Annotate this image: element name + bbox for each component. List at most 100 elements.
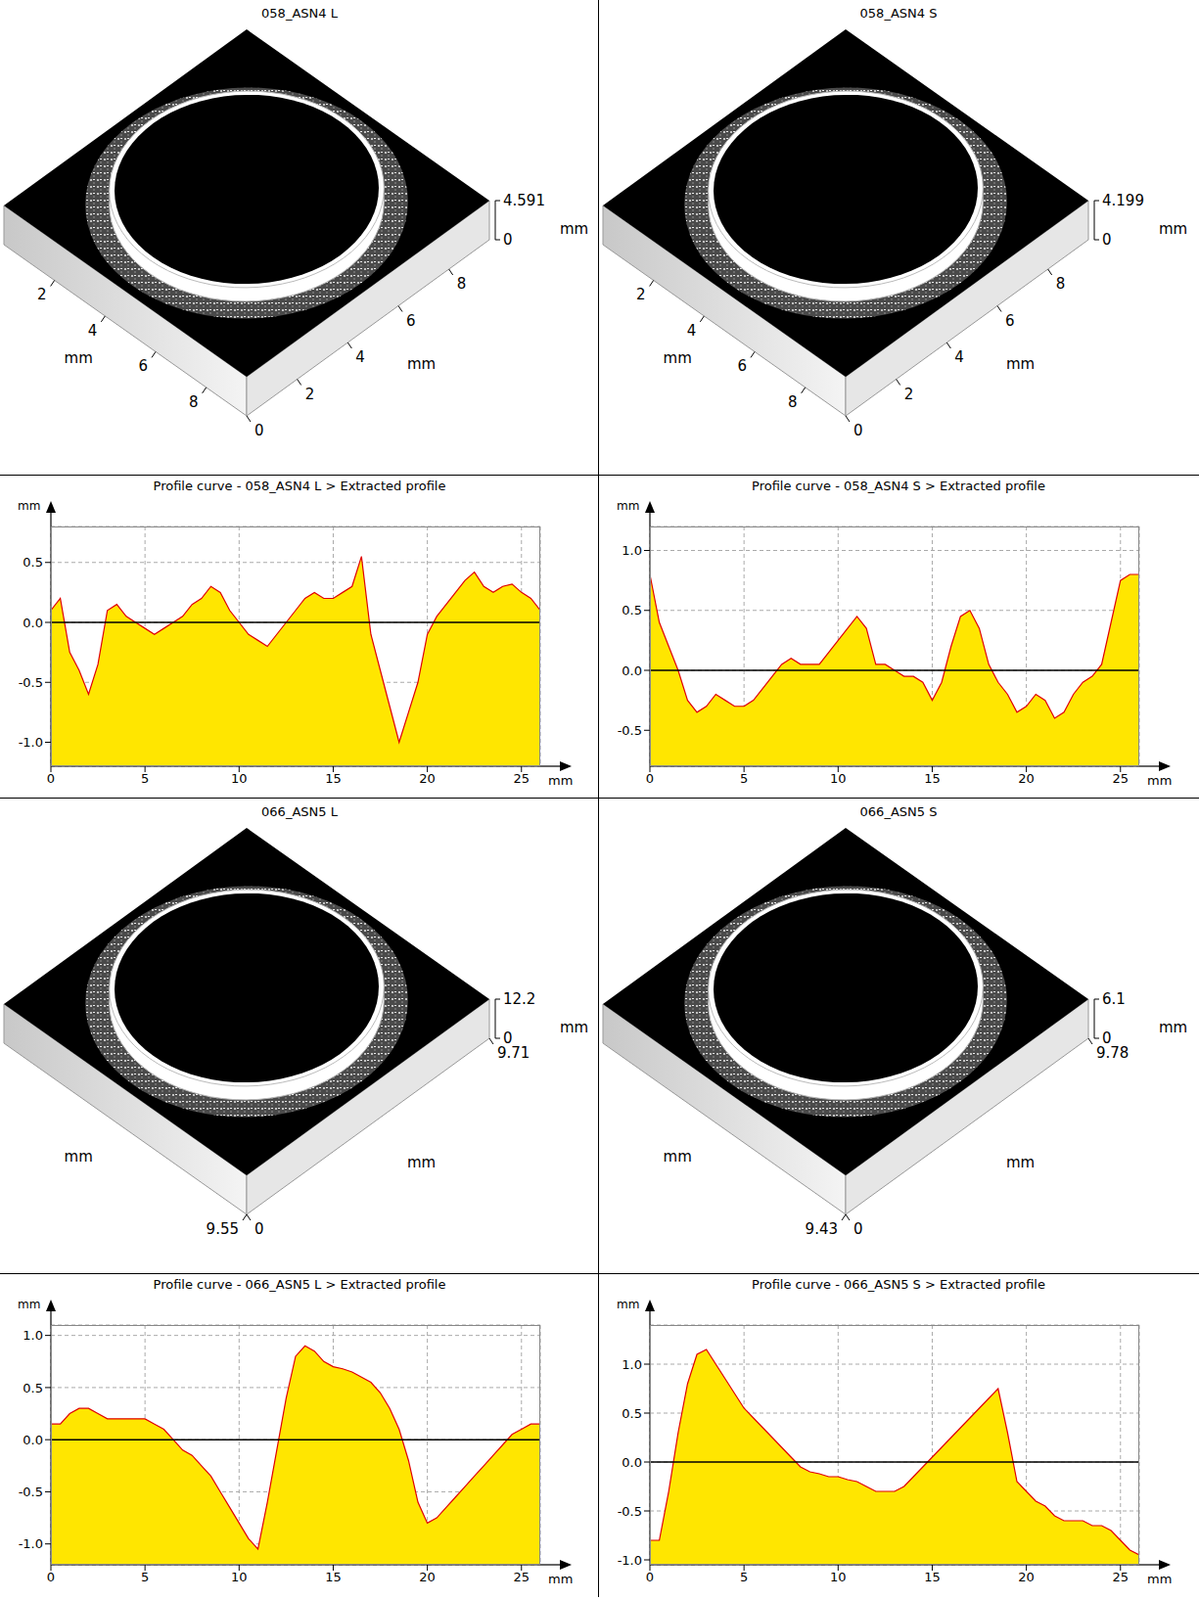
svg-text:-0.5: -0.5 (18, 675, 44, 691)
svg-text:0: 0 (503, 1029, 513, 1048)
svg-text:mm: mm (1006, 355, 1035, 373)
html-text:Profile curve - 066_ASN5 L > E: Profile curve - 066_ASN5 L > Extracted p… (153, 1277, 446, 1292)
svg-text:9.78: 9.78 (1096, 1044, 1129, 1062)
svg-text:6: 6 (1005, 312, 1015, 330)
svg-text:066_ASN5 L: 066_ASN5 L (261, 804, 339, 820)
svg-text:25: 25 (1111, 771, 1129, 786)
svg-text:2: 2 (305, 385, 316, 404)
svg-text:20: 20 (1017, 771, 1035, 786)
svg-text:mm: mm (64, 349, 93, 368)
svg-text:6: 6 (406, 312, 416, 330)
svg-text:4: 4 (88, 322, 98, 340)
html-text:mm: mm (548, 1571, 573, 1587)
svg-text:0: 0 (254, 1220, 265, 1239)
svg-text:0.0: 0.0 (22, 1432, 44, 1448)
svg-text:-0.5: -0.5 (617, 723, 643, 738)
svg-text:0.5: 0.5 (22, 554, 44, 570)
svg-text:4.591: 4.591 (503, 191, 546, 210)
svg-text:10: 10 (830, 1569, 847, 1585)
svg-text:4.199: 4.199 (1102, 191, 1145, 210)
svg-text:0: 0 (503, 230, 513, 249)
svg-text:8: 8 (188, 393, 199, 412)
html-text:mm: mm (17, 1297, 41, 1312)
svg-text:0.5: 0.5 (621, 602, 643, 618)
svg-text:8: 8 (1056, 275, 1066, 293)
svg-text:6: 6 (737, 357, 747, 375)
svg-text:4: 4 (687, 322, 697, 340)
svg-text:0: 0 (1102, 1029, 1112, 1048)
svg-text:15: 15 (324, 1569, 342, 1585)
svg-text:0.5: 0.5 (621, 1406, 643, 1422)
svg-text:0.5: 0.5 (22, 1381, 44, 1396)
svg-text:25: 25 (512, 1569, 530, 1585)
svg-text:10: 10 (230, 771, 248, 786)
svg-text:mm: mm (64, 1148, 93, 1166)
svg-text:6: 6 (138, 357, 148, 375)
svg-text:9.55: 9.55 (206, 1220, 239, 1239)
svg-text:mm: mm (407, 355, 436, 373)
svg-text:15: 15 (923, 1569, 941, 1585)
svg-text:mm: mm (663, 349, 692, 368)
svg-text:8: 8 (787, 393, 798, 412)
svg-text:-0.5: -0.5 (18, 1484, 44, 1500)
svg-text:066_ASN5 S: 066_ASN5 S (860, 804, 938, 820)
html-text:mm: mm (548, 773, 573, 788)
svg-text:mm: mm (663, 1148, 692, 1166)
svg-text:0: 0 (46, 1569, 55, 1585)
svg-text:6.1: 6.1 (1102, 990, 1126, 1009)
html-text:mm: mm (616, 1297, 640, 1312)
svg-text:0.0: 0.0 (621, 1455, 643, 1471)
svg-text:20: 20 (1017, 1569, 1035, 1585)
html-text:mm: mm (1147, 773, 1172, 788)
svg-text:058_ASN4 S: 058_ASN4 S (860, 5, 938, 21)
svg-text:2: 2 (37, 285, 47, 304)
svg-text:mm: mm (407, 1153, 436, 1172)
svg-text:0.0: 0.0 (621, 663, 643, 679)
html-text:Profile curve - 066_ASN5 S > E: Profile curve - 066_ASN5 S > Extracted p… (751, 1277, 1046, 1292)
svg-text:mm: mm (1158, 1018, 1188, 1037)
svg-text:15: 15 (923, 771, 941, 786)
svg-text:0.0: 0.0 (22, 615, 44, 631)
svg-text:-1.0: -1.0 (617, 1553, 643, 1568)
html-text:Profile curve - 058_ASN4 L > E: Profile curve - 058_ASN4 L > Extracted p… (153, 478, 446, 494)
svg-text:10: 10 (830, 771, 847, 786)
html-text:Profile curve - 058_ASN4 S > E: Profile curve - 058_ASN4 S > Extracted p… (751, 478, 1046, 494)
svg-text:5: 5 (140, 771, 149, 786)
svg-text:4: 4 (954, 348, 965, 367)
svg-text:-0.5: -0.5 (617, 1504, 643, 1520)
svg-text:2: 2 (904, 385, 915, 404)
svg-text:0: 0 (46, 771, 55, 786)
svg-text:-1.0: -1.0 (18, 1536, 44, 1552)
svg-text:15: 15 (324, 771, 342, 786)
svg-text:0: 0 (645, 771, 654, 786)
html-text:mm: mm (1147, 1571, 1172, 1587)
svg-text:20: 20 (418, 771, 436, 786)
svg-text:2: 2 (636, 285, 646, 304)
svg-text:25: 25 (1111, 1569, 1129, 1585)
svg-text:12.2: 12.2 (503, 990, 536, 1009)
svg-text:4: 4 (355, 348, 366, 367)
svg-text:9.71: 9.71 (497, 1044, 530, 1062)
svg-text:0: 0 (1102, 230, 1112, 249)
svg-text:0: 0 (853, 1220, 864, 1239)
svg-text:0: 0 (645, 1569, 654, 1585)
svg-text:10: 10 (230, 1569, 248, 1585)
svg-text:mm: mm (559, 220, 589, 238)
svg-text:mm: mm (559, 1018, 589, 1037)
svg-text:1.0: 1.0 (621, 543, 643, 558)
svg-text:-1.0: -1.0 (18, 735, 44, 750)
svg-text:9.43: 9.43 (805, 1220, 838, 1239)
svg-text:1.0: 1.0 (22, 1328, 44, 1343)
svg-text:5: 5 (739, 1569, 748, 1585)
svg-text:25: 25 (512, 771, 530, 786)
svg-text:5: 5 (739, 771, 748, 786)
svg-text:058_ASN4 L: 058_ASN4 L (261, 5, 339, 21)
svg-text:8: 8 (457, 275, 467, 293)
svg-text:20: 20 (418, 1569, 436, 1585)
svg-text:1.0: 1.0 (621, 1357, 643, 1373)
svg-text:mm: mm (1158, 220, 1188, 238)
svg-text:0: 0 (254, 421, 265, 440)
svg-text:mm: mm (1006, 1153, 1035, 1172)
svg-text:0: 0 (853, 421, 864, 440)
svg-text:5: 5 (140, 1569, 149, 1585)
